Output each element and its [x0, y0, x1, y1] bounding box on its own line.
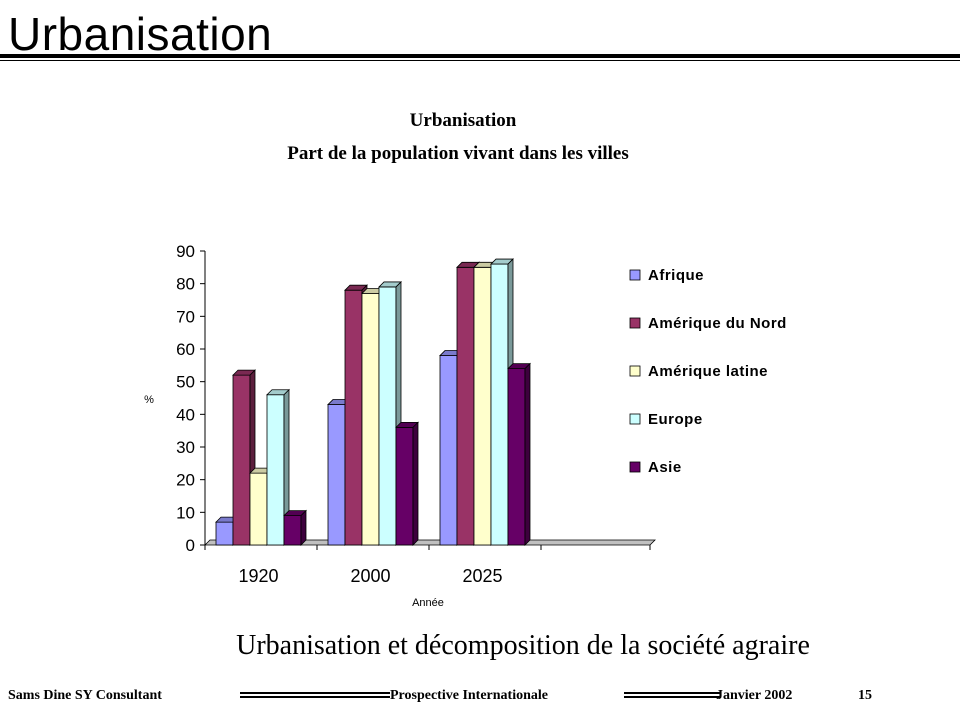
legend-swatch	[629, 365, 641, 377]
legend: Afrique Amérique du Nord Amérique latine Eu…	[629, 267, 787, 476]
plot-area: 0 10 20 30 40 50 60 70 80 90 1920 2000 2025	[176, 242, 656, 586]
bar	[266, 388, 290, 546]
legend-swatch	[629, 461, 641, 473]
legend-swatch	[629, 317, 641, 329]
bar-front	[283, 515, 302, 546]
slide-caption: Urbanisation et décomposition de la soci…	[236, 630, 810, 661]
bar-front	[249, 472, 268, 546]
footer-center: Prospective Internationale	[390, 688, 548, 703]
bar	[395, 421, 419, 546]
legend-label: Asie	[648, 459, 682, 476]
legend-label: Amérique du Nord	[648, 315, 787, 332]
footer-page-number: 15	[858, 688, 872, 703]
bar-front	[378, 286, 397, 546]
title-divider	[0, 54, 960, 58]
bar-front	[327, 404, 346, 546]
slide-title: Urbanisation	[8, 8, 273, 60]
title-divider-thin	[0, 60, 960, 61]
y-tick-label: 70	[176, 307, 195, 326]
chart-title: Urbanisation	[410, 110, 517, 131]
footer-author: Sams Dine SY Consultant	[8, 688, 162, 703]
bar-side	[524, 362, 531, 546]
bar-front	[232, 374, 251, 546]
bar-side	[412, 421, 419, 546]
x-tick-label: 1920	[238, 566, 278, 586]
legend-label: Amérique latine	[648, 363, 768, 380]
footer-rule-left-2	[240, 696, 390, 698]
bar-front	[215, 521, 234, 546]
x-tick-label: 2025	[462, 566, 502, 586]
y-tick-label: 60	[176, 340, 195, 359]
footer-rule-left	[240, 692, 390, 694]
legend-swatch	[629, 269, 641, 281]
y-tick-label: 30	[176, 438, 195, 457]
footer-rule-right-2	[624, 696, 720, 698]
y-tick-label: 10	[176, 503, 195, 522]
x-axis-label: Année	[412, 597, 444, 609]
bar	[283, 509, 307, 546]
y-tick-label: 80	[176, 275, 195, 294]
legend-label: Afrique	[648, 267, 704, 284]
bar	[507, 362, 531, 546]
y-tick-label: 0	[186, 536, 195, 555]
y-axis-label: %	[144, 394, 154, 406]
bar-side	[300, 509, 307, 546]
bar-front	[266, 394, 285, 546]
legend-swatch	[629, 413, 641, 425]
y-tick-label: 20	[176, 471, 195, 490]
y-tick-label: 90	[176, 242, 195, 261]
bar-front	[361, 293, 380, 546]
bar-front	[456, 266, 475, 546]
bar-front	[344, 289, 363, 546]
y-tick-label: 50	[176, 373, 195, 392]
bar-front	[473, 266, 492, 546]
legend-label: Europe	[648, 411, 703, 428]
bar-front	[507, 368, 526, 546]
y-tick-label: 40	[176, 405, 195, 424]
bar-front	[439, 355, 458, 546]
footer-date: Janvier 2002	[716, 688, 793, 703]
bar-front	[395, 426, 414, 546]
chart-subtitle: Part de la population vivant dans les vi…	[287, 143, 629, 164]
x-tick-label: 2000	[350, 566, 390, 586]
footer-rule-right	[624, 692, 720, 694]
bar-front	[490, 263, 509, 546]
